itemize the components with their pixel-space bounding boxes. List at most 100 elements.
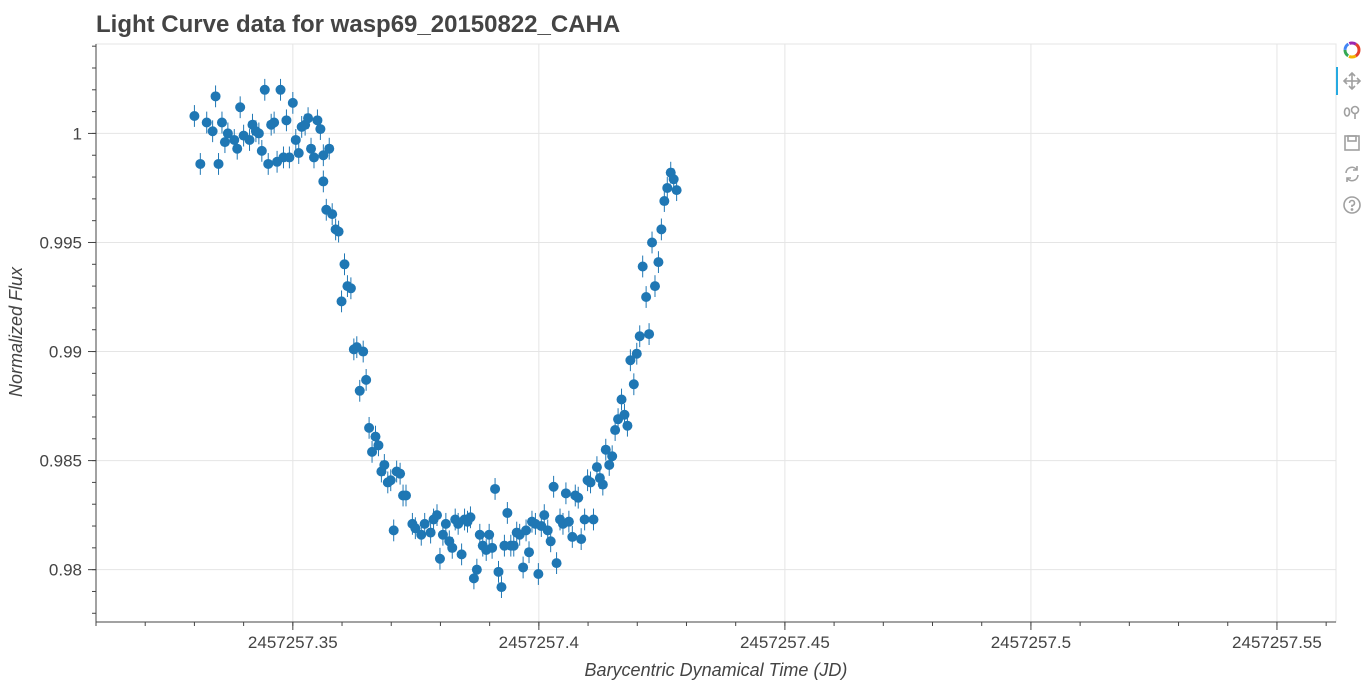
data-point	[619, 409, 630, 420]
x-tick-label: 2457257.55	[1232, 633, 1322, 652]
data-point	[189, 110, 200, 121]
data-point	[364, 422, 375, 433]
data-point	[560, 488, 571, 499]
data-point	[361, 374, 372, 385]
data-point	[591, 462, 602, 473]
data-point	[637, 261, 648, 272]
save-icon[interactable]	[1340, 131, 1364, 155]
chart-title: Light Curve data for wasp69_20150822_CAH…	[96, 11, 620, 38]
data-point	[607, 451, 618, 462]
data-point	[662, 182, 673, 193]
data-point	[358, 346, 369, 357]
x-tick-label: 2457257.35	[248, 633, 338, 652]
data-point	[659, 196, 670, 207]
data-point	[622, 420, 633, 431]
data-point	[207, 126, 218, 137]
data-point	[496, 582, 507, 593]
data-point	[649, 281, 660, 292]
data-point	[671, 185, 682, 196]
data-point	[542, 525, 553, 536]
data-point	[653, 257, 664, 268]
data-point	[327, 209, 338, 220]
data-point	[293, 148, 304, 159]
data-point	[416, 529, 427, 540]
data-point	[604, 459, 615, 470]
data-point	[308, 152, 319, 163]
help-icon[interactable]	[1340, 193, 1364, 217]
data-point	[628, 379, 639, 390]
data-point	[508, 540, 519, 551]
data-point	[281, 115, 292, 126]
x-tick-label: 2457257.5	[991, 633, 1071, 652]
data-point	[490, 483, 501, 494]
data-point	[312, 115, 323, 126]
axes: 2457257.35 2457257.4 2457257.45 2457257.5 24…	[39, 44, 1336, 652]
data-point	[563, 516, 574, 527]
data-point	[287, 97, 298, 108]
data-point	[339, 259, 350, 270]
data-point	[647, 237, 658, 248]
data-point	[567, 531, 578, 542]
data-point	[284, 152, 295, 163]
data-point	[440, 518, 451, 529]
data-point	[370, 431, 381, 442]
data-point	[634, 331, 645, 342]
y-axis-label: Normalized Flux	[6, 266, 26, 397]
data-point	[290, 134, 301, 145]
data-point	[367, 446, 378, 457]
data-point	[229, 134, 240, 145]
data-point	[579, 514, 590, 525]
data-point	[379, 459, 390, 470]
data-point	[219, 137, 230, 148]
y-tick-label: 0.99	[49, 343, 82, 362]
data-point	[487, 542, 498, 553]
y-tick-label: 0.985	[39, 452, 82, 471]
data-point	[668, 174, 679, 185]
data-point	[195, 158, 206, 169]
data-point	[545, 536, 556, 547]
data-point	[588, 514, 599, 525]
plot-frame	[95, 43, 1337, 623]
data-point	[576, 534, 587, 545]
data-point	[303, 113, 314, 124]
bokeh-logo-icon[interactable]	[1340, 38, 1364, 62]
data-point	[235, 102, 246, 113]
data-point	[345, 283, 356, 294]
data-point	[222, 128, 233, 139]
data-point	[201, 117, 212, 128]
data-point	[610, 425, 621, 436]
reset-icon[interactable]	[1340, 162, 1364, 186]
data-point	[521, 525, 532, 536]
data-point	[263, 158, 274, 169]
data-points	[189, 78, 682, 599]
data-point	[419, 518, 430, 529]
data-point	[213, 158, 224, 169]
data-point	[306, 143, 317, 154]
y-tick-label: 0.98	[49, 561, 82, 580]
data-point	[551, 558, 562, 569]
data-point	[315, 124, 326, 135]
data-point	[518, 562, 529, 573]
data-point	[432, 510, 442, 521]
data-point	[465, 512, 476, 523]
data-point	[493, 566, 504, 577]
data-point	[539, 510, 550, 521]
data-point	[474, 529, 485, 540]
x-axis-label: Barycentric Dynamical Time (JD)	[585, 660, 848, 680]
data-point	[597, 479, 608, 490]
data-point	[259, 84, 270, 95]
data-point	[456, 549, 467, 560]
data-point	[318, 150, 329, 161]
x-tick-label: 2457257.45	[740, 633, 830, 652]
data-point	[600, 444, 611, 455]
wheel-zoom-icon[interactable]	[1340, 100, 1364, 124]
data-point	[524, 547, 535, 558]
pan-icon[interactable]	[1340, 69, 1364, 93]
data-point	[484, 529, 495, 540]
data-point	[244, 134, 255, 145]
data-point	[401, 490, 411, 501]
data-point	[573, 492, 584, 503]
data-point	[333, 226, 344, 237]
